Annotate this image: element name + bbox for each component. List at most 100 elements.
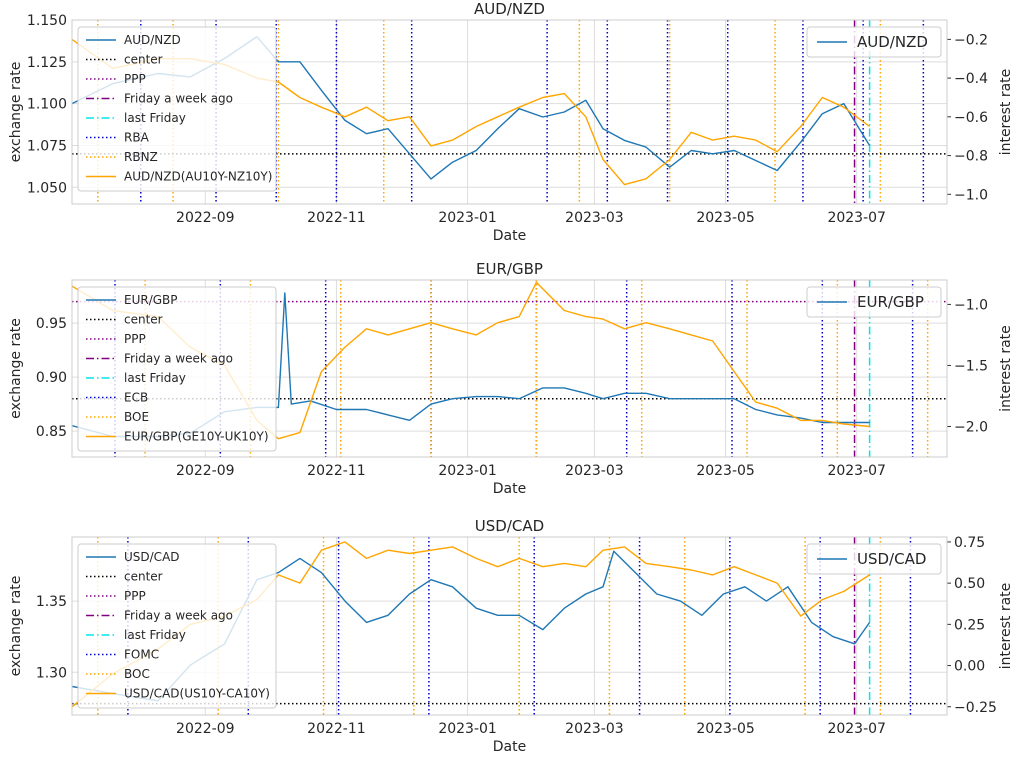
legend-right: USD/CAD <box>806 543 942 575</box>
legend-entry: BOE <box>124 410 149 424</box>
legend-entry: BOC <box>124 667 150 681</box>
y2-tick-label: −1.5 <box>954 358 988 374</box>
legend-left: USD/CAD center PPP Friday a week ago last Fr… <box>77 543 277 709</box>
plot-frame <box>71 19 948 205</box>
x-tick-label: 2023-07 <box>827 463 886 479</box>
x-tick-label: 2023-05 <box>696 721 755 737</box>
y2-tick-label: −1.0 <box>954 297 988 313</box>
y-tick-label: 1.150 <box>27 13 67 29</box>
legend-entry: USD/CAD(US10Y-CA10Y) <box>124 687 270 701</box>
legend-entry: last Friday <box>124 628 186 642</box>
legend-entry: AUD/NZD <box>124 33 181 47</box>
y-tick-label: 1.35 <box>36 594 67 610</box>
y2-tick-label: −0.6 <box>954 110 988 126</box>
y2-tick-label: 0.75 <box>954 535 985 551</box>
legend-entry: Friday a week ago <box>124 609 233 623</box>
chart-panel-eur-gbp: EUR/GBP 2022-09 2022-11 2023-01 2023-03 2023-… <box>8 260 1014 497</box>
x-tick-label: 2022-09 <box>176 463 235 479</box>
y-tick-label: 1.075 <box>27 138 67 154</box>
x-tick-label: 2023-03 <box>565 721 624 737</box>
y2-tick-label: −0.8 <box>954 149 988 165</box>
y-tick-label: 0.95 <box>36 316 67 332</box>
y2-tick-label: 0.00 <box>954 659 985 675</box>
y-tick-label: 1.125 <box>27 55 67 71</box>
y-tick-label: 1.050 <box>27 180 67 196</box>
chart-title: EUR/GBP <box>476 260 543 278</box>
x-tick-label: 2022-09 <box>176 721 235 737</box>
legend-entry: center <box>124 53 163 67</box>
legend-right: EUR/GBP <box>806 286 942 318</box>
legend-box <box>77 286 277 452</box>
legend-entry: last Friday <box>124 371 186 385</box>
legend-entry: ECB <box>124 391 148 405</box>
x-tick-label: 2023-01 <box>438 721 497 737</box>
x-tick-label: 2022-11 <box>307 210 366 226</box>
plot-frame <box>71 279 948 458</box>
legend-entry: Friday a week ago <box>124 352 233 366</box>
y2-tick-label: 0.25 <box>954 617 985 633</box>
x-tick-label: 2023-07 <box>827 210 886 226</box>
x-tick-label: 2022-11 <box>307 721 366 737</box>
x-tick-label: 2023-01 <box>438 463 497 479</box>
chart-title: USD/CAD <box>475 517 544 535</box>
y2-axis-label: interest rate <box>998 69 1014 156</box>
y-axis-label: exchange rate <box>8 318 24 419</box>
legend-entry: RBA <box>124 131 150 145</box>
legend-left: AUD/NZD center PPP Friday a week ago last Fr… <box>77 26 277 192</box>
x-tick-label: 2023-01 <box>438 210 497 226</box>
legend-entry: Friday a week ago <box>124 92 233 106</box>
plot-marks <box>72 280 947 457</box>
legend-entry: USD/CAD <box>857 550 926 568</box>
plot-frame <box>71 536 948 716</box>
chart-panel-usd-cad: USD/CAD 2022-09 2022-11 2023-01 2023-03 2023-… <box>8 517 1014 755</box>
y-tick-label: 0.90 <box>36 370 67 386</box>
y2-axis-label: interest rate <box>998 325 1014 412</box>
y2-tick-label: −2.0 <box>954 419 988 435</box>
y-tick-label: 0.85 <box>36 424 67 440</box>
legend-entry: AUD/NZD(AU10Y-NZ10Y) <box>124 170 272 184</box>
legend-entry: last Friday <box>124 111 186 125</box>
legend-box <box>806 26 942 58</box>
y2-axis-label: interest rate <box>998 583 1014 670</box>
legend-entry: EUR/GBP(GE10Y-UK10Y) <box>124 430 269 444</box>
legend-entry: AUD/NZD <box>857 33 928 51</box>
legend-entry: EUR/GBP <box>124 293 178 307</box>
y2-tick-label: −0.4 <box>954 71 988 87</box>
x-axis-label: Date <box>493 481 526 497</box>
y2-tick-label: −0.25 <box>954 700 997 716</box>
legend-box <box>806 543 942 575</box>
x-tick-label: 2022-09 <box>176 210 235 226</box>
y-tick-label: 1.100 <box>27 97 67 113</box>
x-tick-label: 2022-11 <box>307 463 366 479</box>
x-tick-label: 2023-05 <box>696 210 755 226</box>
y2-tick-label: 0.50 <box>954 576 985 592</box>
x-tick-label: 2023-03 <box>565 210 624 226</box>
chart-panel-aud-nzd: AUD/NZD 2022-09 2022-11 2023-01 2023-03 2023-… <box>8 0 1014 244</box>
x-axis-label: Date <box>493 228 526 244</box>
legend-entry: PPP <box>124 589 146 603</box>
legend-entry: RBNZ <box>124 150 158 164</box>
legend-entry: center <box>124 570 163 584</box>
legend-entry: center <box>124 313 163 327</box>
legend-entry: USD/CAD <box>124 550 180 564</box>
x-tick-label: 2023-07 <box>827 721 886 737</box>
y2-tick-label: −1.0 <box>954 187 988 203</box>
y-axis-label: exchange rate <box>8 576 24 677</box>
legend-box <box>77 543 277 709</box>
legend-box <box>806 286 942 318</box>
y2-tick-label: −0.2 <box>954 32 988 48</box>
legend-right: AUD/NZD <box>806 26 942 58</box>
y-tick-label: 1.30 <box>36 665 67 681</box>
x-tick-label: 2023-03 <box>565 463 624 479</box>
y-axis-label: exchange rate <box>8 62 24 163</box>
legend-entry: FOMC <box>124 648 159 662</box>
legend-box <box>77 26 277 192</box>
chart-title: AUD/NZD <box>474 0 545 18</box>
plot-marks <box>72 20 947 204</box>
x-axis-label: Date <box>493 739 526 755</box>
legend-left: EUR/GBP center PPP Friday a week ago last Fr… <box>77 286 277 452</box>
x-tick-label: 2023-05 <box>696 463 755 479</box>
legend-entry: PPP <box>124 332 146 346</box>
legend-entry: EUR/GBP <box>857 293 924 311</box>
